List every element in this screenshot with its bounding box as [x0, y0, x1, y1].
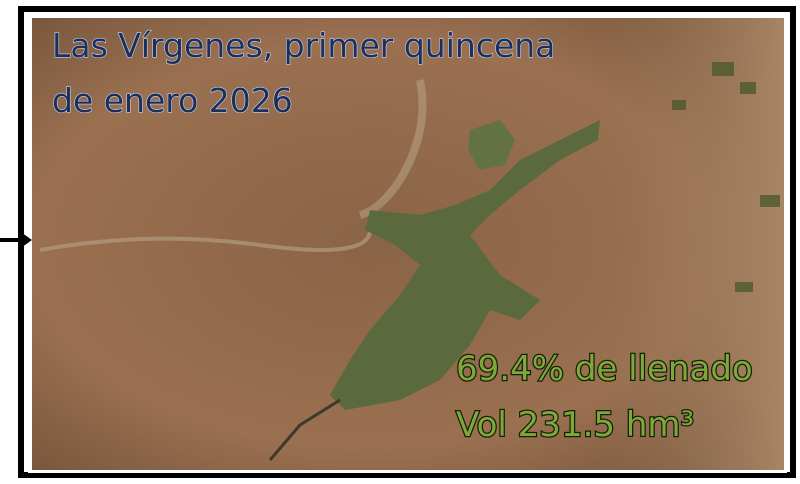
volume: Vol 231.5 hm³: [456, 405, 694, 445]
title-line: Las Vírgenes, primer quincena: [52, 26, 555, 65]
farm-fields: [600, 18, 784, 470]
fill-percentage: 69.4% de llenado: [456, 349, 753, 389]
title-line: de enero 2026: [52, 81, 293, 120]
screenshot: Las Vírgenes, primer quincena de enero 2…: [0, 0, 800, 484]
